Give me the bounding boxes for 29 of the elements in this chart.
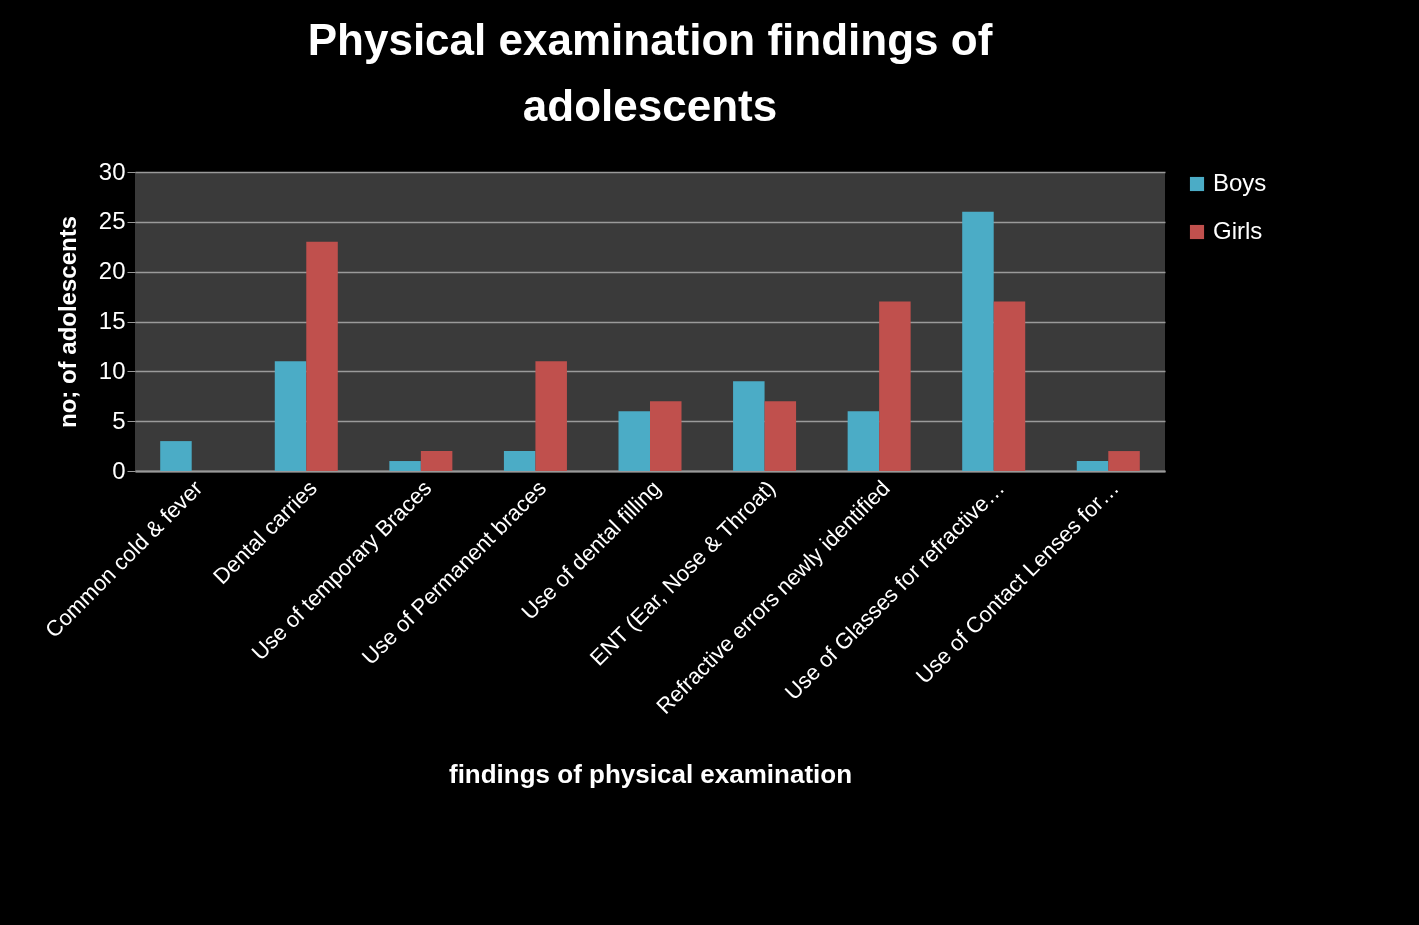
bar xyxy=(847,411,880,471)
bar xyxy=(274,361,307,471)
bar xyxy=(962,211,994,471)
bar xyxy=(306,241,338,471)
bar xyxy=(389,461,421,471)
legend-label: Boys xyxy=(1213,169,1267,196)
y-tick-label: 15 xyxy=(98,307,126,334)
y-tick-label: 25 xyxy=(98,207,126,235)
bar xyxy=(993,301,1026,471)
bar xyxy=(535,361,567,471)
bar xyxy=(733,381,765,471)
bar xyxy=(420,451,453,471)
bar xyxy=(618,411,650,471)
bar xyxy=(764,401,797,471)
y-tick-label: 0 xyxy=(112,456,126,484)
y-tick-label: 20 xyxy=(98,257,126,285)
bar xyxy=(160,441,192,471)
x-axis-title: findings of physical examination xyxy=(448,758,853,789)
bar xyxy=(879,301,911,471)
bar xyxy=(1108,451,1140,471)
bar xyxy=(503,451,536,471)
chart-title: Physical examination findings of adolescents xyxy=(307,15,993,130)
y-tick-label: 30 xyxy=(98,157,126,185)
y-tick-label: 10 xyxy=(98,356,126,384)
bar xyxy=(1076,461,1109,471)
bar xyxy=(650,401,682,471)
legend-label: Girls xyxy=(1213,217,1263,244)
y-tick-label: 5 xyxy=(112,406,126,434)
y-axis-title: no; of adolescents xyxy=(53,215,81,429)
